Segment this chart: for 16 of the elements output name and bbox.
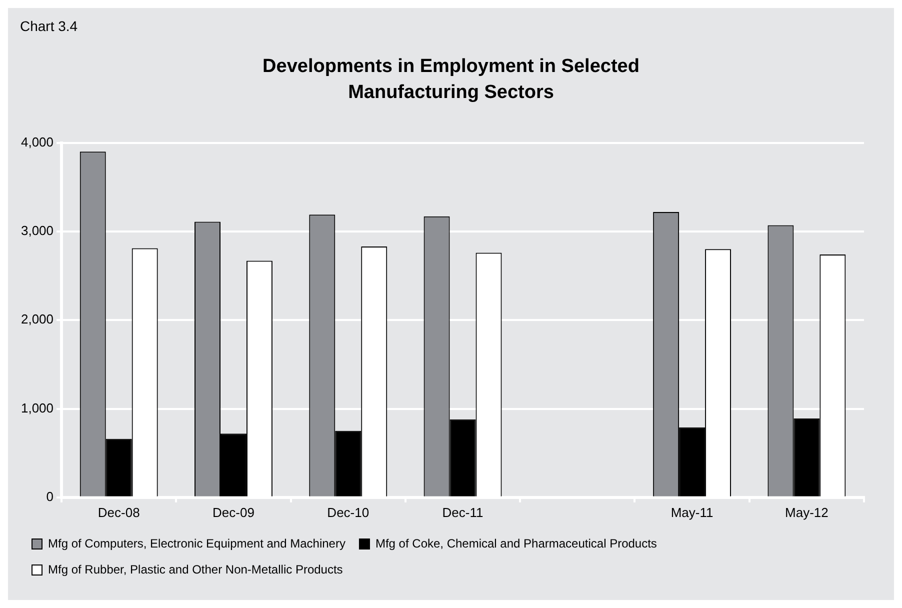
x-tick-label: Dec-09 xyxy=(212,504,254,520)
y-tick-label: 1,000 xyxy=(20,400,54,416)
legend-label: Mfg of Computers, Electronic Equipment and Machinery xyxy=(48,536,346,550)
legend-label: Mfg of Rubber, Plastic and Other Non-Metallic Products xyxy=(48,562,343,576)
y-tick-label: 0 xyxy=(46,488,54,504)
y-tick-label: 3,000 xyxy=(20,223,54,238)
chart-title: Developments in Employment in Selected Manufacturing Sectors xyxy=(262,55,640,105)
legend-label: Mfg of Coke, Chemical and Pharmaceutical Products xyxy=(375,536,657,550)
x-tick-label: Dec-10 xyxy=(327,504,370,520)
x-tick-label: May-11 xyxy=(670,504,714,520)
x-tick-label: Dec-08 xyxy=(98,504,140,520)
x-tick-label: Dec-11 xyxy=(442,504,484,520)
caption: Chart 3.4 xyxy=(20,18,78,34)
y-tick-label: 2,000 xyxy=(20,312,54,327)
y-tick-label: 4,000 xyxy=(20,134,54,150)
x-tick-label: May-12 xyxy=(785,504,828,520)
